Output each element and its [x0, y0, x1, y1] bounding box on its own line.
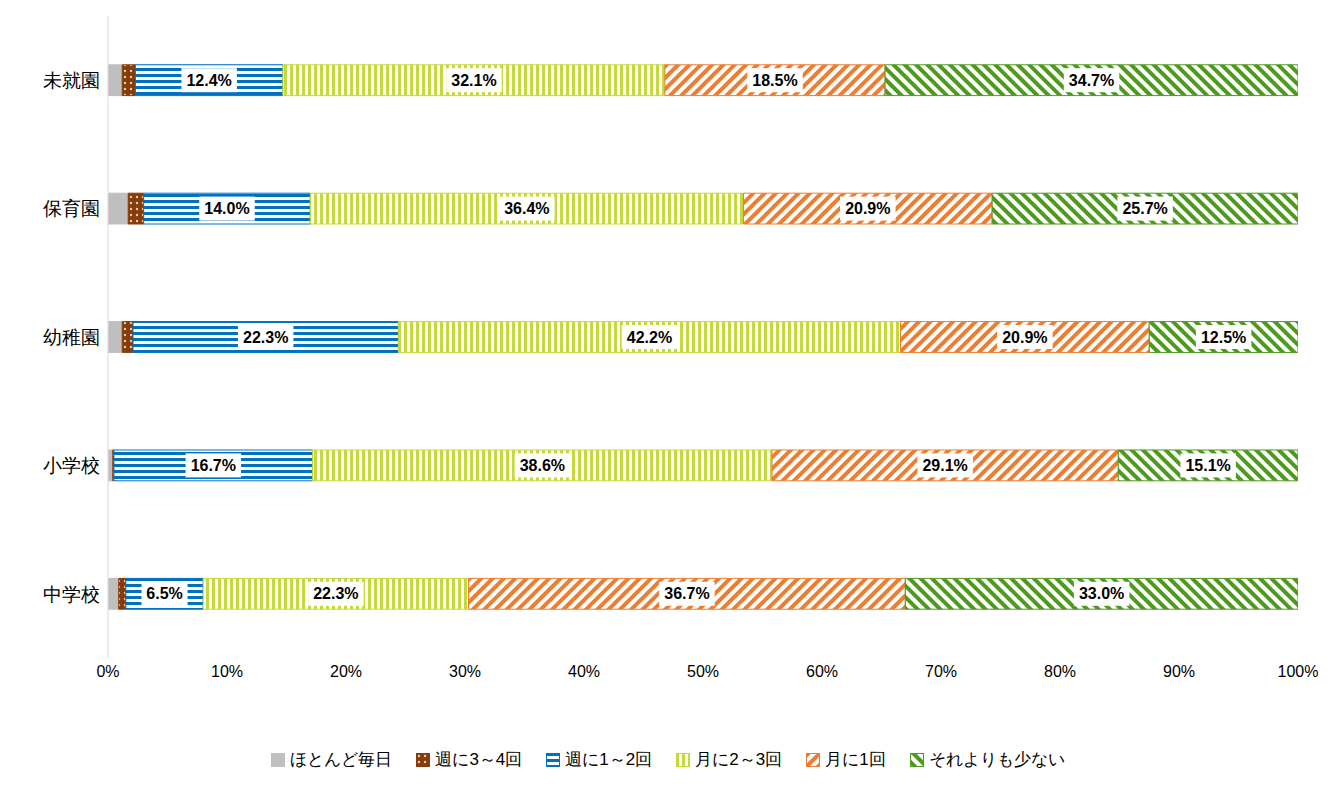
svg-text:38.6%: 38.6%: [520, 457, 565, 474]
svg-text:32.1%: 32.1%: [451, 72, 496, 89]
svg-text:幼稚園: 幼稚園: [43, 327, 100, 348]
svg-text:10%: 10%: [211, 663, 243, 680]
svg-text:42.2%: 42.2%: [627, 329, 672, 346]
html-text:月に2～3回: 月に2～3回: [695, 750, 783, 769]
html-text:ほとんど毎日: ほとんど毎日: [290, 750, 393, 769]
svg-text:22.3%: 22.3%: [313, 585, 358, 602]
svg-text:16.7%: 16.7%: [191, 457, 236, 474]
svg-text:50%: 50%: [687, 663, 719, 680]
svg-text:0%: 0%: [96, 663, 119, 680]
svg-text:未就園: 未就園: [43, 70, 100, 91]
svg-text:36.7%: 36.7%: [664, 585, 709, 602]
svg-text:20.9%: 20.9%: [1002, 329, 1047, 346]
svg-text:33.0%: 33.0%: [1079, 585, 1124, 602]
svg-text:14.0%: 14.0%: [204, 200, 249, 217]
svg-text:36.4%: 36.4%: [504, 200, 549, 217]
svg-text:12.4%: 12.4%: [186, 72, 231, 89]
svg-text:22.3%: 22.3%: [243, 329, 288, 346]
svg-text:30%: 30%: [449, 663, 481, 680]
html-text:週に1～2回: 週に1～2回: [565, 750, 653, 769]
svg-text:保育園: 保育園: [43, 198, 100, 219]
svg-text:90%: 90%: [1163, 663, 1195, 680]
html-text:それよりも少ない: それよりも少ない: [928, 750, 1065, 769]
html-text:月に1回: 月に1回: [825, 750, 886, 769]
html-text:週に3～4回: 週に3～4回: [435, 750, 523, 769]
svg-text:中学校: 中学校: [43, 584, 100, 605]
svg-text:小学校: 小学校: [43, 455, 100, 476]
svg-text:20%: 20%: [330, 663, 362, 680]
svg-text:25.7%: 25.7%: [1122, 200, 1167, 217]
svg-text:15.1%: 15.1%: [1185, 457, 1230, 474]
svg-text:70%: 70%: [925, 663, 957, 680]
svg-text:80%: 80%: [1044, 663, 1076, 680]
svg-text:18.5%: 18.5%: [752, 72, 797, 89]
svg-text:34.7%: 34.7%: [1069, 72, 1114, 89]
svg-text:12.5%: 12.5%: [1201, 329, 1246, 346]
svg-text:20.9%: 20.9%: [845, 200, 890, 217]
svg-text:60%: 60%: [806, 663, 838, 680]
svg-text:6.5%: 6.5%: [146, 585, 182, 602]
svg-text:40%: 40%: [568, 663, 600, 680]
svg-text:29.1%: 29.1%: [922, 457, 967, 474]
svg-text:100%: 100%: [1278, 663, 1319, 680]
